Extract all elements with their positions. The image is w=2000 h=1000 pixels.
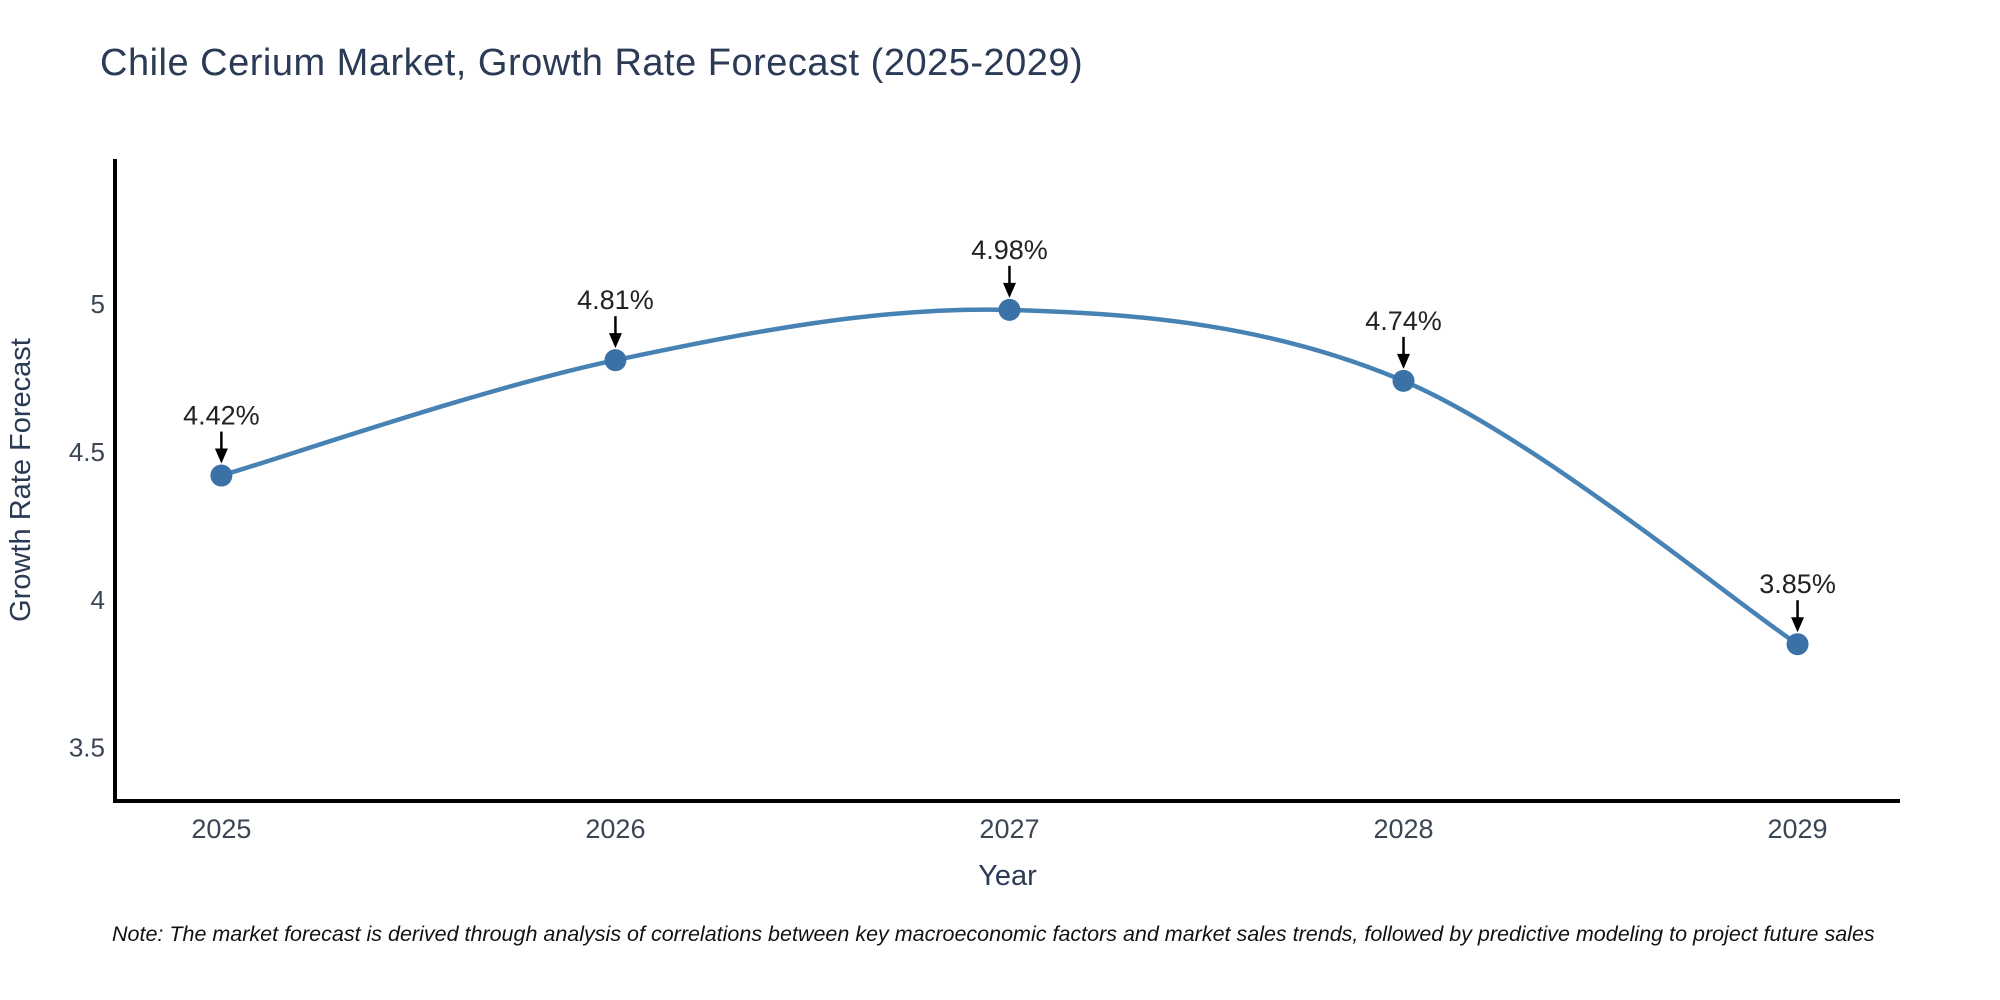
y-tick-label: 4 — [91, 585, 105, 615]
x-tick-label: 2026 — [585, 814, 645, 844]
annotation-arrow-head — [608, 333, 622, 349]
y-tick-label: 3.5 — [69, 733, 105, 763]
y-tick-label: 5 — [91, 289, 105, 319]
forecast-line — [219, 307, 1800, 647]
x-tick-label: 2027 — [979, 814, 1039, 844]
annotation-arrow-head — [214, 448, 228, 464]
data-point-label: 4.81% — [577, 285, 654, 315]
y-tick-label: 4.5 — [69, 437, 105, 467]
data-point-label: 4.42% — [183, 401, 260, 431]
x-axis-title: Year — [978, 860, 1037, 892]
data-point-label: 4.98% — [971, 235, 1048, 265]
x-tick-label: 2025 — [191, 814, 251, 844]
data-point-marker — [1786, 633, 1809, 656]
data-point-marker — [604, 349, 627, 372]
y-axis-title: Growth Rate Forecast — [5, 338, 37, 622]
data-point-marker — [998, 298, 1021, 321]
annotation-arrow-head — [1791, 617, 1805, 633]
annotation-arrow-head — [1002, 282, 1016, 298]
x-tick-label: 2028 — [1373, 814, 1433, 844]
data-point-label: 4.74% — [1365, 306, 1442, 336]
data-point-label: 3.85% — [1759, 569, 1836, 599]
annotation-arrow-head — [1397, 353, 1411, 369]
chart-title: Chile Cerium Market, Growth Rate Forecas… — [100, 42, 1084, 84]
data-point-marker — [1392, 369, 1415, 392]
data-point-marker — [210, 464, 233, 487]
footnote: Note: The market forecast is derived thr… — [112, 922, 1875, 946]
x-tick-label: 2029 — [1768, 814, 1828, 844]
